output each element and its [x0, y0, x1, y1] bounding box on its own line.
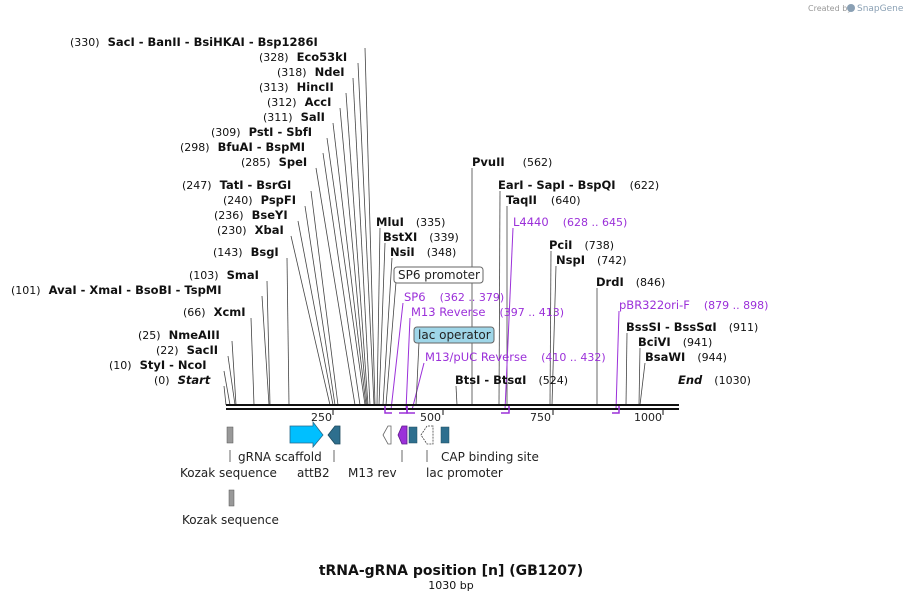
- site-846: DrdI (846): [596, 275, 665, 289]
- site-end: End (1030): [678, 373, 751, 387]
- sp6-promoter-box: [393, 266, 484, 284]
- attb2-arrow: [327, 425, 341, 445]
- site-738: PciI (738): [549, 238, 614, 252]
- map-length: 1030 bp: [428, 579, 473, 592]
- primer-labels: L4440 (628 .. 645) SP6 (362 .. 379) M13 Re…: [404, 215, 768, 364]
- primer-m13-puc-reverse: M13/pUC Reverse (410 .. 432): [425, 350, 606, 364]
- feature-leader-lines: [229, 450, 428, 462]
- m13-rev-label: M13 rev: [348, 466, 397, 480]
- site-236: (236) BseYI: [214, 208, 288, 222]
- site-311: (311) SalI: [263, 110, 325, 124]
- site-348: NsiI (348): [390, 245, 456, 259]
- feature-glyphs: [226, 420, 450, 507]
- site-313: (313) HincII: [259, 80, 334, 94]
- kozak-sequence-label-2: Kozak sequence: [182, 513, 279, 527]
- primer-pbr322ori-f: pBR322ori-F (879 .. 898): [619, 298, 768, 312]
- site-240: (240) PspFI: [223, 193, 296, 207]
- site-640: TaqII (640): [506, 193, 581, 207]
- cap-binding-site-label: CAP binding site: [441, 450, 539, 464]
- lac-operator-glyph: [408, 426, 418, 444]
- site-742: NspI (742): [556, 253, 627, 267]
- site-312: (312) AccI: [267, 95, 331, 109]
- site-941: BciVI (941): [638, 335, 712, 349]
- site-524: BtsI - BtsαI (524): [455, 373, 568, 387]
- created-by-label: Created by: [808, 4, 852, 13]
- site-339: BstXI (339): [383, 230, 459, 244]
- site-562: PvuII (562): [472, 155, 552, 169]
- site-328: (328) Eco53kI: [259, 50, 347, 64]
- site-connector-lines: [223, 47, 646, 406]
- sp6-promoter-label: SP6 promoter: [398, 268, 480, 282]
- tick-250: 250: [311, 411, 332, 424]
- cap-binding-site-glyph: [440, 426, 450, 444]
- grna-scaffold-arrow: [289, 420, 324, 449]
- site-230: (230) XbaI: [217, 223, 284, 237]
- site-143: (143) BsgI: [213, 245, 279, 259]
- kozak-sequence-box: [226, 426, 234, 444]
- site-66: (66) XcmI: [183, 305, 246, 319]
- site-22: (22) SacII: [156, 343, 218, 357]
- primer-brackets: [384, 406, 620, 414]
- sequence-backbone: [226, 404, 679, 410]
- kozak-sequence-label: Kozak sequence: [180, 466, 277, 480]
- sp6-promoter-arrow: [382, 425, 392, 445]
- tick-1000: 1000: [634, 411, 662, 424]
- site-start: (0) Start: [154, 373, 211, 387]
- tick-750: 750: [530, 411, 551, 424]
- site-103: (103) SmaI: [189, 268, 259, 282]
- lac-operator-label: lac operator: [418, 328, 491, 342]
- m13-rev-arrow: [397, 425, 408, 445]
- site-944: BsaWI (944): [645, 350, 727, 364]
- site-318: (318) NdeI: [277, 65, 345, 79]
- grna-scaffold-label: gRNA scaffold: [238, 450, 322, 464]
- site-335: MluI (335): [376, 215, 445, 229]
- primer-m13-reverse: M13 Reverse (397 .. 413): [411, 305, 564, 319]
- site-309: (309) PstI - SbfI: [211, 125, 312, 139]
- site-298: (298) BfuAI - BspMI: [180, 140, 305, 154]
- lac-operator-box: [413, 326, 495, 344]
- attb2-label: attB2: [297, 466, 330, 480]
- tick-500: 500: [420, 411, 441, 424]
- site-330: (330) SacI - BanII - BsiHKAI - Bsp1286I: [70, 35, 318, 49]
- site-labels: (330) SacI - BanII - BsiHKAI - Bsp1286I (…: [11, 35, 758, 387]
- snapgene-logo-icon: [847, 4, 855, 12]
- primer-sp6: SP6 (362 .. 379): [404, 290, 504, 304]
- site-911: BssSI - BssSαI (911): [626, 320, 758, 334]
- lac-promoter-arrow: [420, 425, 434, 445]
- kozak-sequence-box-2: [228, 489, 235, 507]
- lac-promoter-label: lac promoter: [426, 466, 503, 480]
- site-101: (101) AvaI - XmaI - BsoBI - TspMI: [11, 283, 222, 297]
- site-25: (25) NmeAIII: [138, 328, 220, 342]
- snapgene-brand: SnapGene: [857, 4, 904, 14]
- site-10: (10) StyI - NcoI: [109, 358, 207, 372]
- primer-l4440: L4440 (628 .. 645): [513, 215, 627, 229]
- axis-ticks: [332, 409, 664, 415]
- map-title: tRNA-gRNA position [n] (GB1207): [319, 563, 583, 579]
- primer-connector-lines: [390, 227, 620, 411]
- site-285: (285) SpeI: [241, 155, 307, 169]
- site-247: (247) TatI - BsrGI: [182, 178, 291, 192]
- feature-connector-lines: [385, 281, 420, 406]
- site-622: EarI - SapI - BspQI (622): [498, 178, 659, 192]
